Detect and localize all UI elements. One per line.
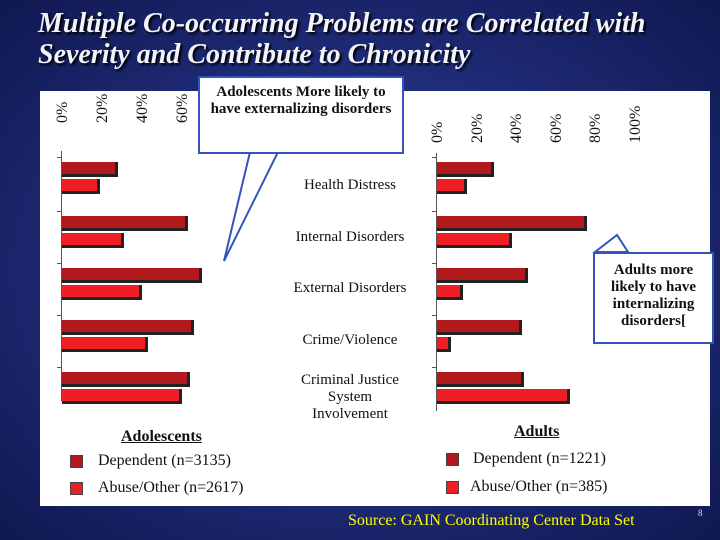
axis-tick — [432, 263, 437, 264]
legend-adolescents-title: Adolescents — [121, 428, 202, 445]
category-label: Internal Disorders — [295, 229, 405, 245]
tick-label: 100% — [627, 105, 644, 143]
legend-swatch-dependent — [446, 453, 459, 466]
tick-label: 40% — [508, 113, 526, 143]
legend-swatch-dependent — [70, 455, 83, 468]
bar-adolescents-abuse — [62, 337, 148, 352]
axis-tick — [57, 157, 62, 158]
axis-tick — [432, 315, 437, 316]
bar-adolescents-dependent — [62, 372, 190, 387]
bar-adults-dependent — [437, 268, 529, 283]
axis-tick — [432, 157, 437, 158]
tick-label: 0% — [54, 101, 71, 123]
bar-adolescents-dependent — [62, 320, 194, 335]
tick-label: 60% — [547, 113, 565, 143]
tick-label: 0% — [429, 121, 446, 143]
category-label: Criminal Justice System Involvement — [301, 372, 399, 422]
bar-adolescents-dependent — [62, 268, 202, 283]
source-note: Source: GAIN Coordinating Center Data Se… — [348, 512, 635, 529]
callout-adults: Adults more likely to have internalizing… — [593, 252, 714, 344]
axis-tick — [432, 367, 437, 368]
legend-adults-title: Adults — [514, 423, 560, 440]
legend-adults-abuse: Abuse/Other (n=385) — [470, 478, 608, 495]
category-label: Crime/Violence — [302, 332, 398, 348]
bar-adolescents-abuse — [62, 179, 100, 194]
legend-swatch-abuse — [446, 481, 459, 494]
bar-adults-dependent — [437, 162, 495, 177]
tick-label: 80% — [587, 113, 605, 143]
callout-adolescents: Adolescents More likely to have external… — [198, 76, 404, 154]
category-label: External Disorders — [293, 280, 407, 296]
bar-adults-dependent — [437, 216, 588, 231]
category-label: Health Distress — [303, 177, 397, 193]
bar-adolescents-abuse — [62, 233, 124, 248]
axis-tick — [432, 211, 437, 212]
page-number: 8 — [698, 508, 703, 518]
bar-adolescents-dependent — [62, 162, 118, 177]
axis-tick — [57, 263, 62, 264]
bar-adolescents-abuse — [62, 285, 142, 300]
tick-label: 40% — [134, 93, 151, 123]
bar-adults-dependent — [437, 372, 525, 387]
callout-adults-pointer — [592, 233, 630, 253]
bar-adults-abuse — [437, 233, 513, 248]
legend-swatch-abuse — [70, 482, 83, 495]
legend-adolescents-abuse: Abuse/Other (n=2617) — [98, 479, 244, 496]
legend-adolescents-dependent: Dependent (n=3135) — [98, 452, 231, 469]
bar-adults-abuse — [437, 389, 570, 404]
bar-adults-abuse — [437, 337, 451, 352]
slide-title: Multiple Co-occurring Problems are Corre… — [38, 8, 646, 70]
axis-tick — [57, 367, 62, 368]
legend-adults-dependent: Dependent (n=1221) — [473, 450, 606, 467]
y-axis-line — [61, 151, 62, 401]
bar-adults-abuse — [437, 285, 463, 300]
axis-tick — [57, 315, 62, 316]
bar-adults-dependent — [437, 320, 523, 335]
tick-label: 20% — [94, 93, 111, 123]
callout-pointer — [223, 151, 630, 262]
bar-adults-abuse — [437, 179, 467, 194]
tick-label: 20% — [468, 113, 486, 143]
y-axis-line — [436, 153, 437, 411]
bar-adolescents-abuse — [62, 389, 182, 404]
tick-label: 60% — [174, 93, 191, 123]
axis-tick — [57, 211, 62, 212]
bar-adolescents-dependent — [62, 216, 188, 231]
